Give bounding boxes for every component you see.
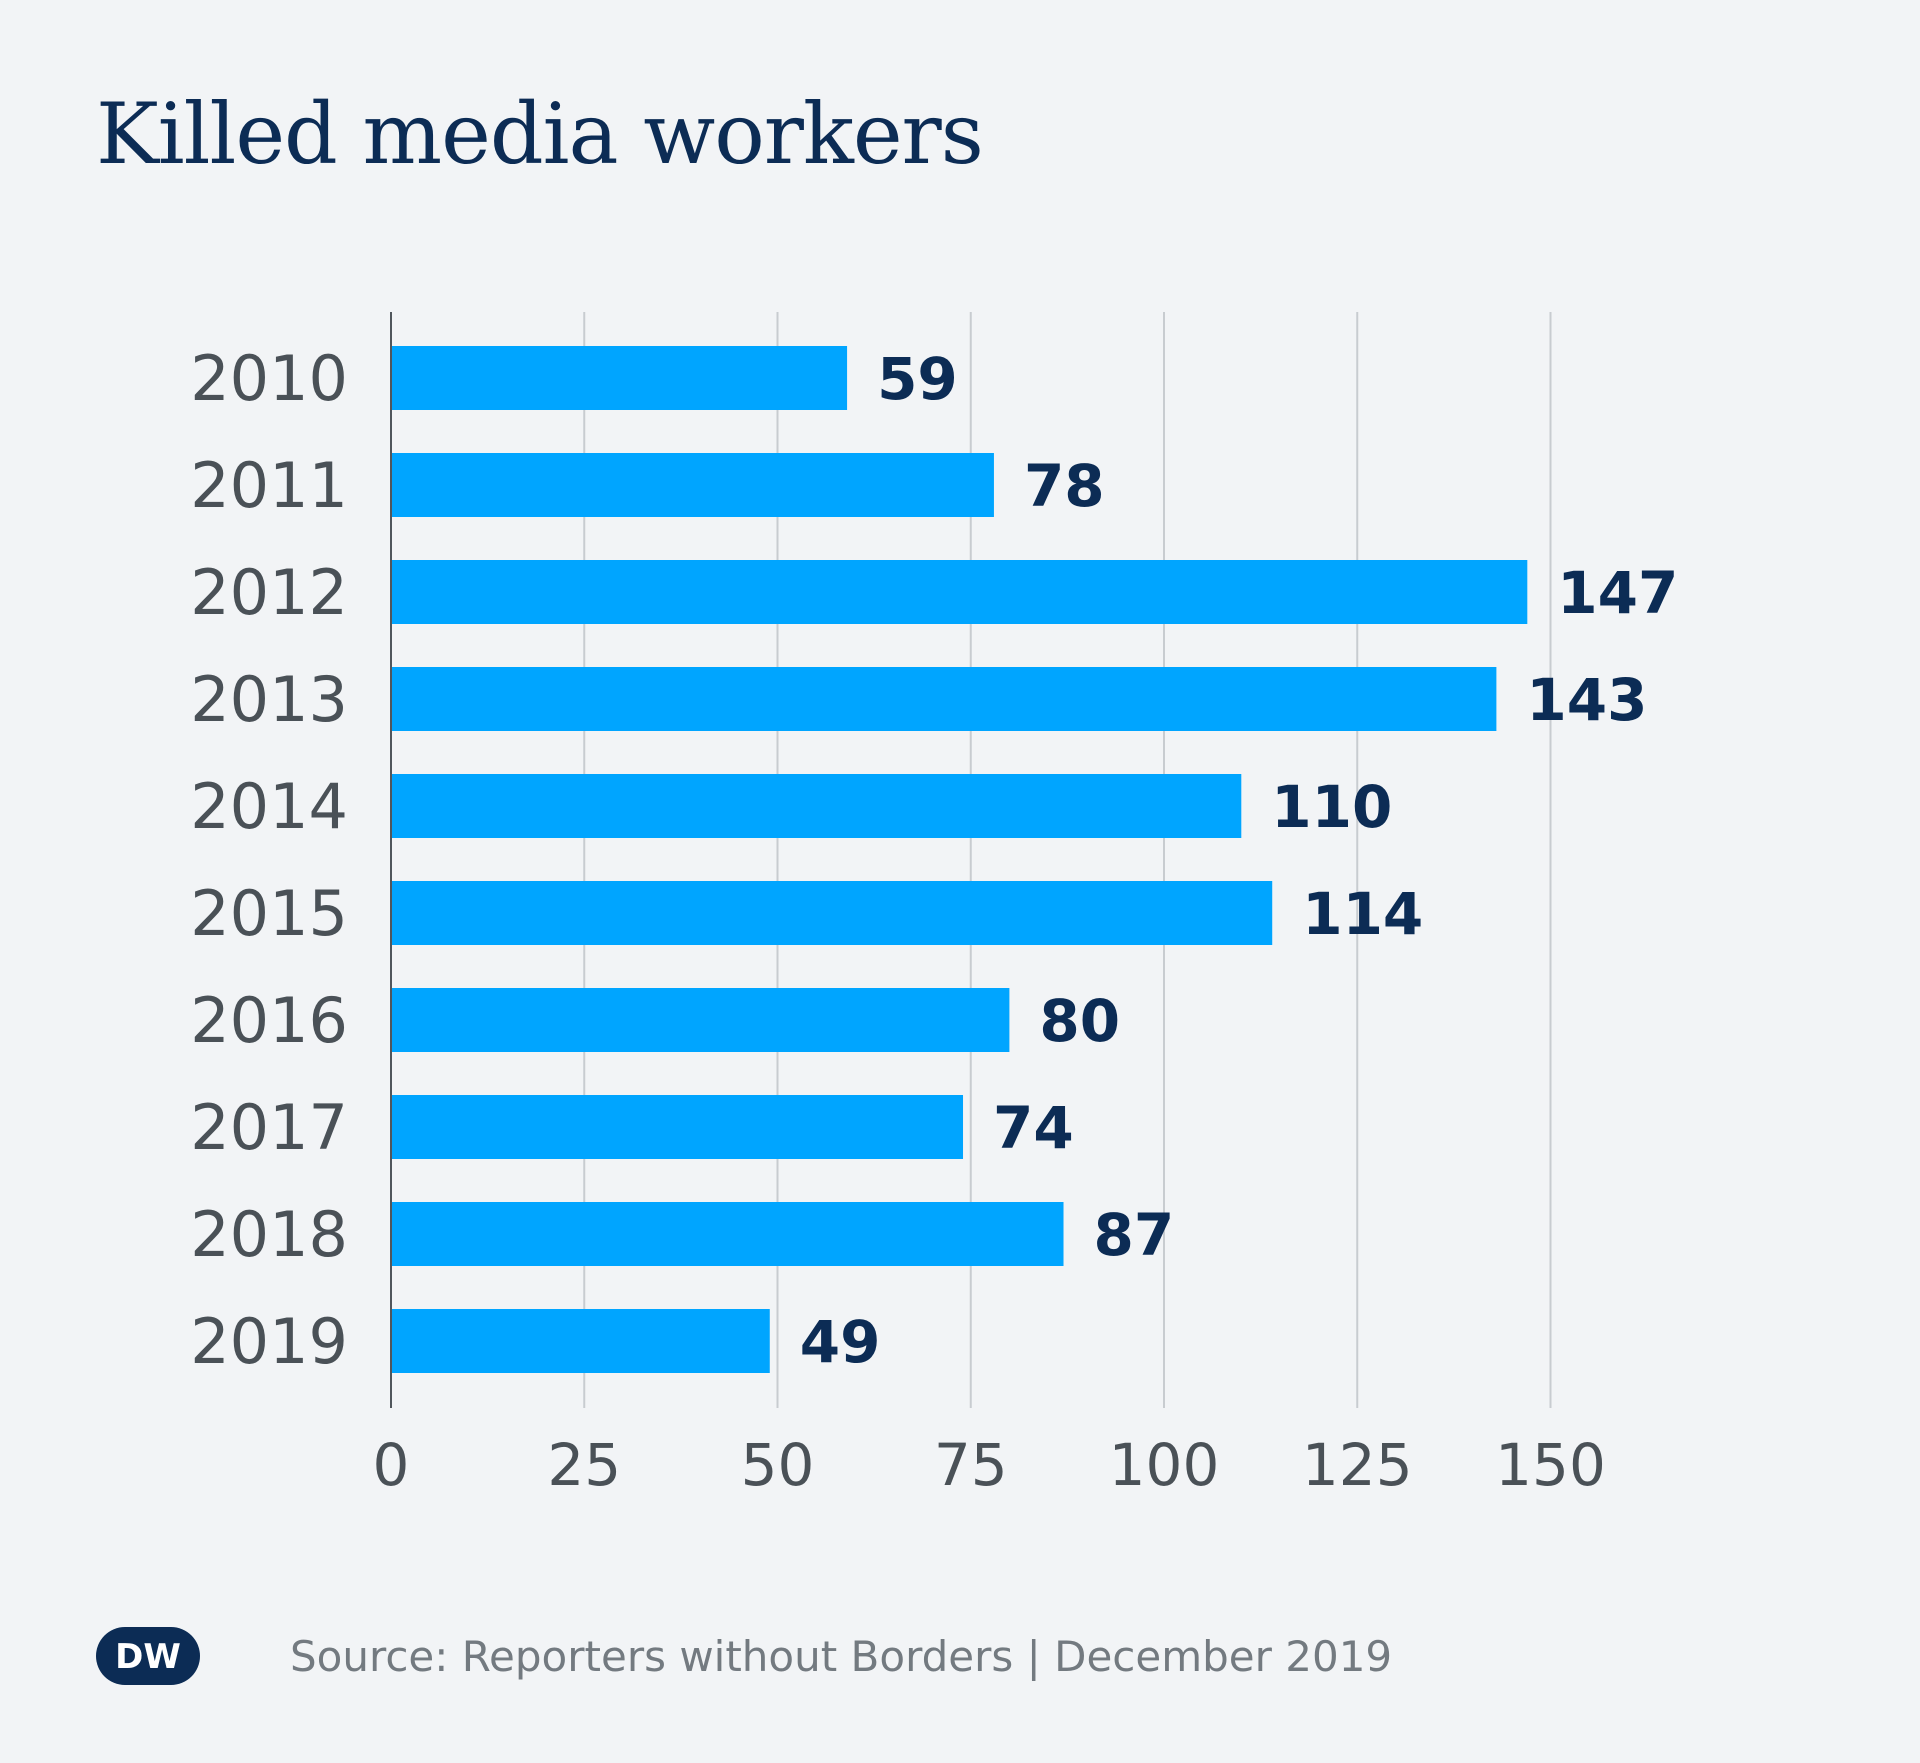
footer: DW Source: Reporters without Borders | D…	[96, 1624, 1392, 1688]
x-tick-label: 75	[934, 1431, 1008, 1499]
y-category-label: 2013	[190, 663, 348, 736]
x-tick-label: 25	[547, 1431, 621, 1499]
bar-value-label: 78	[1024, 452, 1105, 520]
y-category-label: 2010	[190, 342, 348, 415]
dw-logo-text: DW	[115, 1637, 181, 1677]
chart-title: Killed media workers	[96, 85, 984, 183]
bars	[391, 346, 1528, 1373]
bar	[391, 1202, 1064, 1266]
y-category-label: 2012	[190, 556, 348, 629]
bar	[391, 1095, 964, 1159]
bar	[391, 988, 1010, 1052]
y-category-label: 2014	[190, 770, 348, 843]
bar-value-label: 49	[800, 1308, 881, 1376]
y-category-label: 2019	[190, 1305, 348, 1378]
bar-value-label: 74	[993, 1094, 1074, 1162]
x-tick-label: 50	[741, 1431, 815, 1499]
bar	[391, 1309, 770, 1373]
bar	[391, 881, 1273, 945]
y-category-label: 2016	[190, 984, 348, 1057]
bar-chart: 0 25 50 75 100 125 150 2010 59 2011 78 2012 147 2013 1…	[190, 312, 1678, 1499]
x-tick-label: 0	[373, 1431, 410, 1499]
bar-value-label: 80	[1039, 987, 1120, 1055]
bar	[391, 667, 1497, 731]
source-note: Source: Reporters without Borders | Dece…	[290, 1631, 1393, 1681]
bar	[391, 774, 1242, 838]
labels: 0 25 50 75 100 125 150 2010 59 2011 78 2012 147 2013 1…	[190, 342, 1678, 1499]
x-tick-label: 125	[1302, 1431, 1413, 1499]
bar-value-label: 147	[1557, 559, 1678, 627]
bar	[391, 560, 1528, 624]
bar-value-label: 87	[1094, 1201, 1175, 1269]
bar-value-label: 59	[877, 345, 958, 413]
x-tick-label: 100	[1109, 1431, 1220, 1499]
bar-value-label: 114	[1302, 880, 1423, 948]
y-category-label: 2011	[190, 449, 348, 522]
bar-value-label: 143	[1526, 666, 1647, 734]
bar-value-label: 110	[1271, 773, 1392, 841]
x-tick-label: 150	[1495, 1431, 1606, 1499]
y-category-label: 2018	[190, 1198, 348, 1271]
dw-logo: DW	[96, 1627, 200, 1685]
bar	[391, 346, 848, 410]
bar	[391, 453, 994, 517]
y-category-label: 2015	[190, 877, 348, 950]
y-category-label: 2017	[190, 1091, 348, 1164]
